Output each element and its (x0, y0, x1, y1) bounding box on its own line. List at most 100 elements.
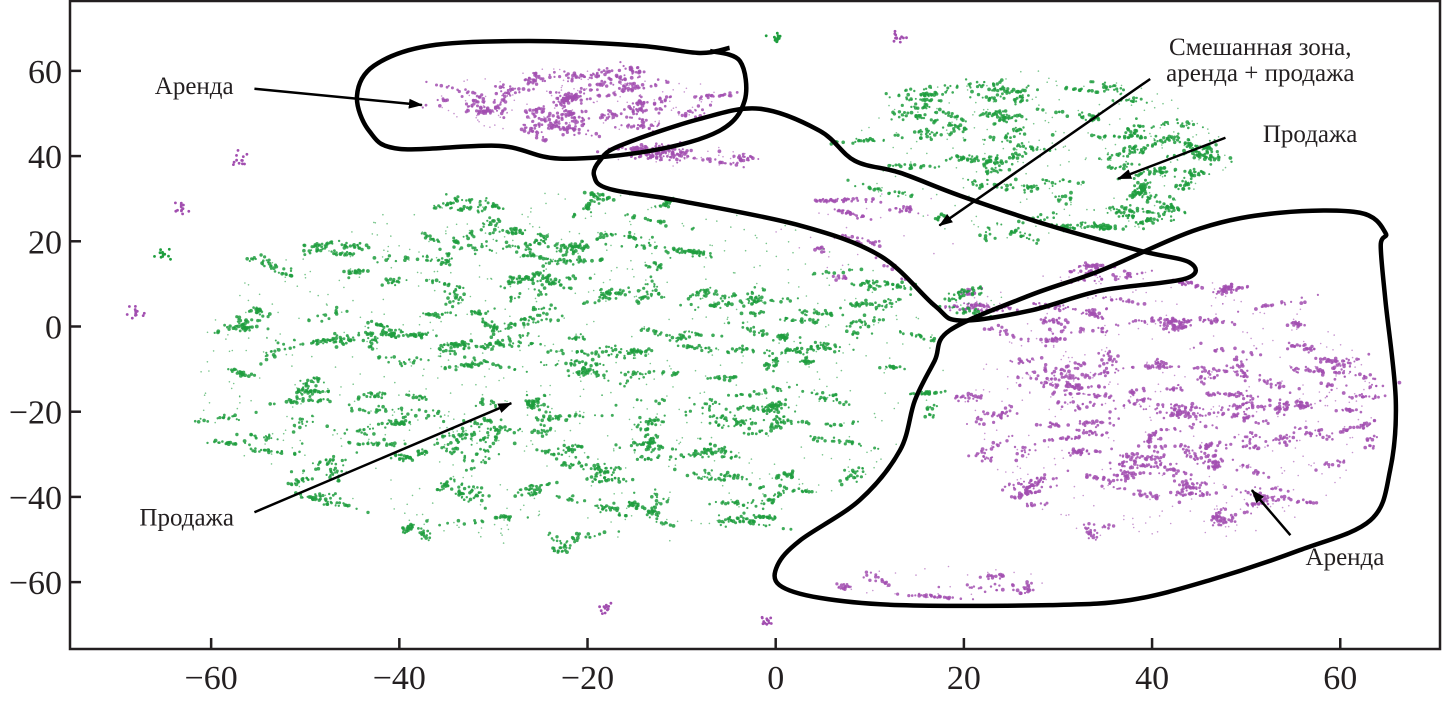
data-point (640, 351, 643, 354)
data-point (390, 423, 393, 426)
data-point (817, 436, 821, 440)
data-point (888, 364, 892, 368)
data-point (724, 502, 728, 506)
data-point (266, 327, 270, 331)
data-point (532, 273, 536, 277)
data-point (483, 461, 485, 463)
data-point (438, 247, 442, 251)
data-point (787, 268, 789, 271)
data-point (590, 351, 594, 355)
data-point (615, 353, 619, 357)
data-point (711, 244, 713, 247)
data-point (871, 291, 874, 294)
data-point (403, 362, 407, 366)
data-point (845, 439, 849, 443)
data-point (705, 278, 707, 281)
data-point (455, 223, 458, 226)
data-point (456, 293, 459, 296)
data-point (723, 518, 727, 522)
data-point (528, 250, 532, 254)
data-point (713, 305, 716, 308)
data-point (463, 436, 467, 440)
data-point (442, 445, 445, 449)
data-point (539, 342, 542, 346)
data-point (254, 410, 258, 414)
data-point (558, 283, 563, 287)
data-point (595, 504, 599, 508)
data-point (722, 424, 725, 427)
data-point (419, 315, 421, 318)
data-point (453, 352, 458, 356)
data-point (443, 443, 446, 446)
data-point (523, 327, 525, 329)
data-point (838, 441, 841, 445)
data-point (654, 423, 658, 427)
data-point (661, 371, 664, 375)
data-point (247, 326, 250, 329)
data-point (730, 226, 732, 228)
data-point (1043, 218, 1046, 222)
data-point (873, 324, 875, 326)
data-point (773, 410, 776, 414)
data-point (228, 381, 231, 383)
data-point (499, 484, 502, 486)
data-point (729, 411, 732, 414)
data-point (402, 324, 405, 326)
data-point (855, 480, 858, 483)
data-point (538, 510, 540, 513)
data-point (486, 427, 489, 430)
data-point (300, 420, 304, 423)
data-point (453, 418, 455, 421)
data-point (923, 414, 927, 419)
data-point (228, 350, 231, 353)
data-point (684, 410, 687, 414)
data-point (556, 447, 560, 451)
data-point (357, 331, 360, 335)
data-point (440, 485, 444, 489)
data-point (570, 242, 573, 245)
data-point (848, 435, 851, 438)
data-point (406, 412, 410, 416)
data-point (1209, 158, 1213, 162)
data-point (729, 457, 731, 459)
data-point (633, 491, 636, 494)
data-point (544, 451, 547, 455)
data-point (593, 477, 596, 481)
data-point (206, 361, 209, 363)
data-point (612, 501, 616, 505)
data-point (490, 320, 494, 324)
data-point (566, 369, 570, 373)
data-point (381, 256, 384, 258)
data-point (736, 407, 739, 410)
data-point (812, 435, 817, 440)
data-point (819, 395, 823, 400)
data-point (513, 494, 517, 498)
data-point (884, 392, 886, 395)
data-point (311, 355, 313, 358)
data-point (238, 329, 242, 333)
data-point (473, 358, 477, 362)
data-point (614, 233, 617, 236)
data-point (929, 336, 932, 339)
data-point (289, 269, 293, 273)
data-point (512, 431, 516, 435)
data-point (294, 339, 297, 342)
data-point (332, 252, 336, 256)
data-point (1009, 136, 1012, 140)
data-point (445, 230, 447, 232)
data-point (917, 317, 920, 320)
data-point (563, 317, 565, 319)
data-point (573, 540, 577, 544)
data-point (622, 477, 626, 481)
data-point (562, 261, 565, 264)
data-point (461, 198, 464, 202)
data-point (263, 264, 266, 268)
data-point (456, 518, 461, 523)
data-point (643, 458, 647, 462)
data-point (264, 438, 269, 442)
data-point (992, 82, 996, 86)
data-point (416, 514, 418, 516)
data-point (426, 413, 431, 418)
data-point (446, 259, 451, 264)
data-point (410, 408, 413, 411)
